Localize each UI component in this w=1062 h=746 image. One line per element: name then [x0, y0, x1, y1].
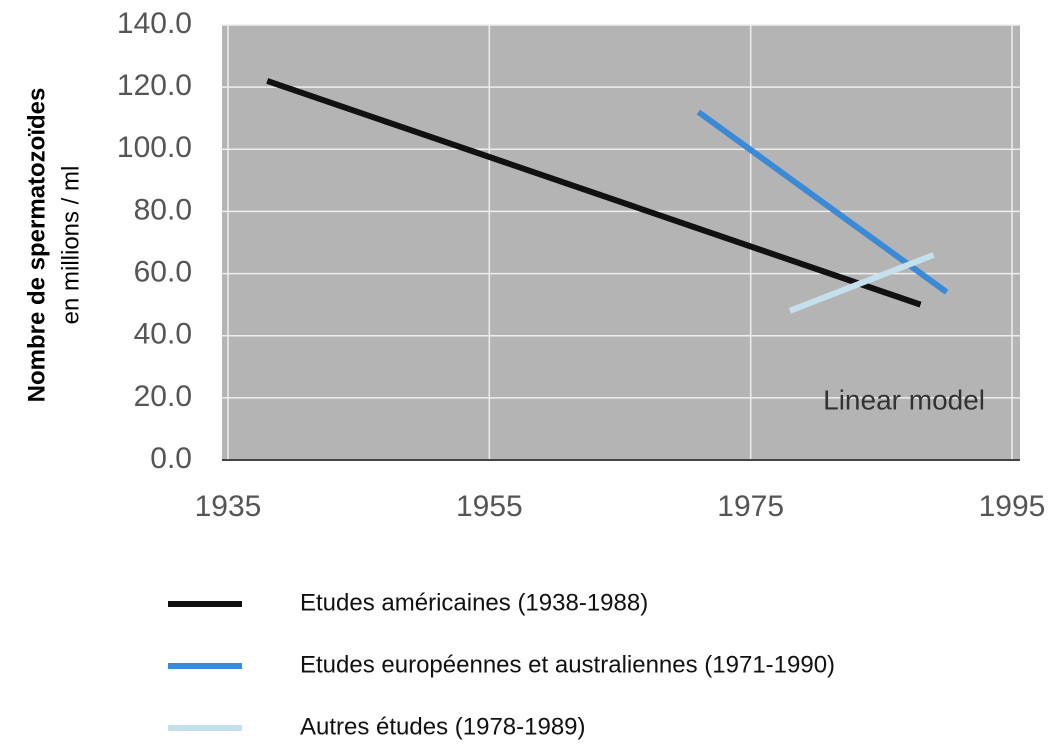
y-axis-label: Nombre de spermatozoïdes [23, 88, 50, 403]
legend-label: Autres études (1978-1989) [300, 713, 586, 740]
plot-area [222, 25, 1020, 460]
series-line [788, 252, 935, 314]
y-tick-label: 20.0 [134, 380, 192, 413]
annotation: Linear model [823, 384, 985, 415]
x-tick-label: 1935 [195, 490, 262, 523]
x-tick-label: 1995 [979, 490, 1046, 523]
legend-label: Etudes européennes et australiennes (197… [300, 651, 835, 678]
x-tick-label: 1975 [717, 490, 784, 523]
series-line [266, 78, 922, 308]
y-axis-sublabel: en millions / ml [57, 166, 84, 325]
y-tick-label: 60.0 [134, 255, 192, 288]
series-line [696, 109, 949, 295]
legend-label: Etudes américaines (1938-1988) [300, 589, 648, 616]
y-tick-label: 40.0 [134, 318, 192, 351]
y-tick-label: 0.0 [150, 442, 192, 475]
y-tick-label: 120.0 [117, 69, 192, 102]
x-tick-label: 1955 [456, 490, 523, 523]
y-tick-label: 140.0 [117, 7, 192, 40]
y-tick-label: 80.0 [134, 193, 192, 226]
y-tick-label: 100.0 [117, 131, 192, 164]
